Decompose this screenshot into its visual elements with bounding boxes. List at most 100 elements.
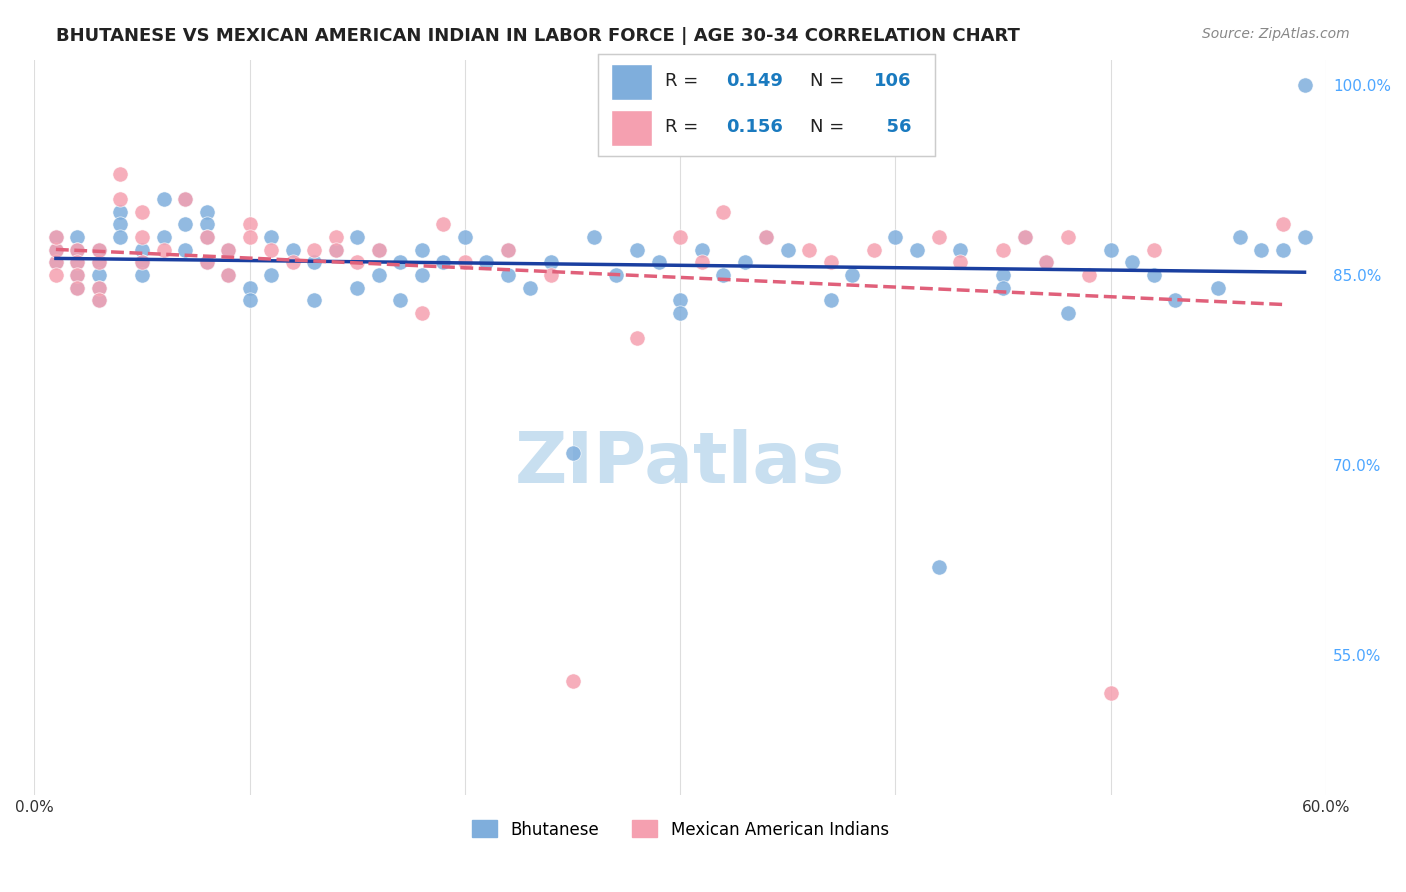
- Point: [734, 255, 756, 269]
- Point: [626, 243, 648, 257]
- Point: [561, 673, 583, 688]
- Point: [755, 230, 778, 244]
- Point: [110, 192, 132, 206]
- Text: R =: R =: [665, 72, 704, 90]
- Point: [239, 230, 262, 244]
- Point: [87, 268, 110, 282]
- Point: [110, 204, 132, 219]
- Point: [496, 243, 519, 257]
- Point: [239, 281, 262, 295]
- Text: ZIPatlas: ZIPatlas: [515, 429, 845, 499]
- Point: [928, 559, 950, 574]
- Text: 0.156: 0.156: [725, 119, 783, 136]
- Point: [991, 268, 1014, 282]
- Point: [928, 230, 950, 244]
- Point: [755, 230, 778, 244]
- Point: [45, 243, 67, 257]
- Point: [540, 268, 562, 282]
- Point: [260, 243, 283, 257]
- Point: [669, 230, 692, 244]
- Point: [66, 281, 89, 295]
- Point: [949, 243, 972, 257]
- Point: [131, 255, 153, 269]
- Point: [131, 243, 153, 257]
- Point: [496, 243, 519, 257]
- Point: [1294, 230, 1316, 244]
- Point: [87, 281, 110, 295]
- Point: [411, 268, 433, 282]
- Point: [346, 281, 368, 295]
- Point: [1272, 243, 1295, 257]
- Point: [66, 255, 89, 269]
- Point: [195, 218, 218, 232]
- Point: [905, 243, 928, 257]
- Point: [454, 255, 477, 269]
- Point: [45, 243, 67, 257]
- Point: [519, 281, 541, 295]
- Point: [66, 230, 89, 244]
- Point: [949, 255, 972, 269]
- Point: [1143, 243, 1166, 257]
- Point: [1078, 268, 1101, 282]
- Point: [799, 243, 821, 257]
- Point: [260, 230, 283, 244]
- Point: [863, 243, 886, 257]
- Point: [884, 230, 907, 244]
- Point: [281, 255, 304, 269]
- Point: [87, 243, 110, 257]
- Point: [239, 293, 262, 308]
- Point: [131, 268, 153, 282]
- Point: [66, 243, 89, 257]
- Point: [1035, 255, 1057, 269]
- Point: [991, 243, 1014, 257]
- Point: [195, 230, 218, 244]
- Point: [87, 255, 110, 269]
- Point: [991, 281, 1014, 295]
- Point: [432, 218, 454, 232]
- Point: [841, 268, 863, 282]
- Point: [195, 204, 218, 219]
- Point: [367, 243, 389, 257]
- Text: N =: N =: [810, 119, 851, 136]
- Point: [87, 243, 110, 257]
- Point: [45, 230, 67, 244]
- Point: [561, 445, 583, 459]
- Point: [152, 243, 174, 257]
- Point: [367, 243, 389, 257]
- Point: [66, 268, 89, 282]
- Point: [1164, 293, 1187, 308]
- Point: [87, 293, 110, 308]
- Point: [87, 255, 110, 269]
- Point: [45, 255, 67, 269]
- Point: [45, 268, 67, 282]
- Point: [1014, 230, 1036, 244]
- Point: [1035, 255, 1057, 269]
- Point: [389, 255, 412, 269]
- Point: [195, 230, 218, 244]
- Point: [217, 243, 239, 257]
- Point: [711, 268, 734, 282]
- Point: [66, 281, 89, 295]
- Point: [583, 230, 606, 244]
- Point: [66, 255, 89, 269]
- Point: [411, 243, 433, 257]
- FancyBboxPatch shape: [612, 110, 651, 145]
- Text: 56: 56: [875, 119, 911, 136]
- Point: [87, 281, 110, 295]
- Point: [66, 243, 89, 257]
- Point: [367, 268, 389, 282]
- Point: [1272, 218, 1295, 232]
- Text: N =: N =: [810, 72, 851, 90]
- Point: [1229, 230, 1251, 244]
- Point: [217, 243, 239, 257]
- Point: [690, 243, 713, 257]
- Point: [110, 218, 132, 232]
- Point: [432, 255, 454, 269]
- Point: [45, 230, 67, 244]
- Point: [260, 268, 283, 282]
- Point: [1208, 281, 1230, 295]
- Point: [1121, 255, 1143, 269]
- Point: [110, 230, 132, 244]
- Point: [346, 230, 368, 244]
- Point: [174, 243, 197, 257]
